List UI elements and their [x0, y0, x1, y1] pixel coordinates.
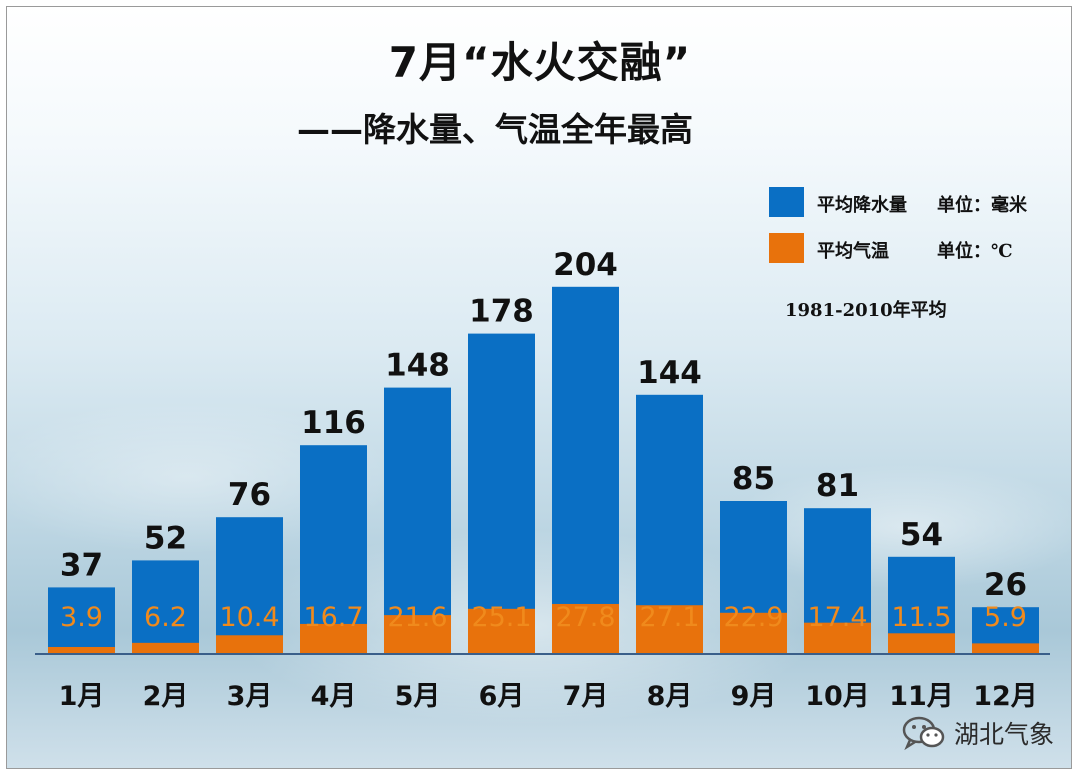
legend-swatch-temp	[769, 233, 804, 263]
temp-bar	[888, 633, 955, 654]
precip-value-label: 54	[900, 517, 943, 553]
temp-value-label: 17.4	[807, 602, 867, 633]
temp-bar	[552, 603, 619, 654]
precip-value-label: 37	[60, 547, 103, 583]
precip-value-label: 148	[385, 348, 450, 384]
precip-value-label: 204	[553, 247, 618, 283]
x-tick-label: 8月	[647, 681, 693, 712]
temp-bar	[720, 612, 787, 654]
precip-bar	[552, 286, 619, 654]
precip-bar	[300, 445, 367, 654]
legend-unit-temp: 单位：℃	[937, 241, 1013, 262]
x-tick-label: 4月	[311, 681, 357, 712]
temp-bar	[468, 608, 535, 654]
data-period-note: 1981-2010年平均	[785, 300, 947, 321]
legend-swatch-precip	[769, 187, 804, 217]
x-tick-label: 2月	[143, 681, 189, 712]
temp-value-label: 16.7	[303, 602, 363, 633]
precip-value-label: 26	[984, 567, 1027, 603]
precip-value-label: 81	[816, 468, 859, 504]
precip-value-label: 85	[732, 461, 775, 497]
page-subtitle: ——降水量、气温全年最高	[297, 110, 693, 149]
temp-value-label: 22.9	[723, 602, 783, 633]
x-tick-label: 6月	[479, 681, 525, 712]
temp-value-label: 25.1	[471, 602, 531, 633]
x-tick-label: 9月	[731, 681, 777, 712]
precip-bar	[384, 387, 451, 654]
temp-value-label: 10.4	[219, 602, 279, 633]
temp-bar	[804, 622, 871, 654]
temp-bar	[216, 635, 283, 654]
temp-value-label: 3.9	[60, 602, 103, 633]
x-tick-label: 10月	[805, 681, 870, 712]
temp-bar	[972, 643, 1039, 654]
temp-bar	[300, 623, 367, 654]
precip-bar	[48, 587, 115, 654]
legend-label-temp: 平均气温	[817, 241, 889, 262]
brand-name: 湖北气象	[954, 720, 1055, 749]
x-tick-label: 11月	[889, 681, 954, 712]
legend-label-precip: 平均降水量	[817, 195, 907, 216]
temp-value-label: 27.8	[555, 602, 615, 633]
temp-value-label: 21.6	[387, 602, 447, 633]
x-tick-label: 3月	[227, 681, 273, 712]
legend-unit-precip: 单位：毫米	[937, 195, 1027, 216]
slide: 7月“水火交融” ——降水量、气温全年最高 37 3.9 1月 52 6.2 2月 76 10…	[6, 6, 1072, 769]
x-tick-label: 1月	[59, 681, 105, 712]
page-title: 7月“水火交融”	[388, 38, 692, 87]
precip-bar	[132, 560, 199, 654]
x-tick-label: 5月	[395, 681, 441, 712]
temp-bar	[384, 615, 451, 654]
temp-bar	[48, 646, 115, 654]
x-tick-label: 12月	[973, 681, 1038, 712]
temp-value-label: 27.1	[639, 602, 699, 633]
precip-bar	[216, 517, 283, 654]
temp-bar	[636, 605, 703, 654]
precip-value-label: 116	[301, 405, 366, 441]
precip-value-label: 52	[144, 520, 187, 556]
precip-bar	[468, 333, 535, 654]
temp-value-label: 11.5	[891, 602, 951, 633]
bar-chart: 37 3.9 1月 52 6.2 2月 76 10.4 3月 116 16.7 4月 148 21.6 5月…	[35, 247, 1050, 712]
precip-value-label: 144	[637, 355, 702, 391]
temp-bar	[132, 642, 199, 654]
wechat-icon	[902, 716, 945, 751]
precip-value-label: 178	[469, 294, 534, 330]
temp-value-label: 6.2	[144, 602, 187, 633]
precip-value-label: 76	[228, 477, 271, 513]
x-tick-label: 7月	[563, 681, 609, 712]
temp-value-label: 5.9	[984, 602, 1027, 633]
brand-logo: 湖北气象	[902, 715, 1054, 751]
